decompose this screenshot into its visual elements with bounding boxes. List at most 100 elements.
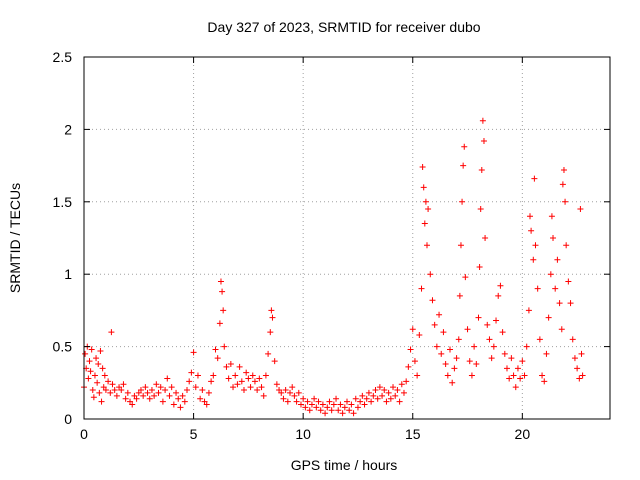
- data-point: [394, 387, 401, 394]
- data-point: [447, 346, 454, 353]
- data-point: [348, 401, 355, 408]
- data-point: [280, 395, 287, 402]
- y-tick-label: 0.5: [53, 339, 73, 355]
- data-point: [548, 213, 555, 220]
- data-point: [188, 369, 195, 376]
- data-point: [155, 389, 162, 396]
- data-point: [357, 398, 364, 405]
- data-point: [354, 404, 361, 411]
- data-point: [536, 336, 543, 343]
- grid-lines: [84, 57, 610, 419]
- data-point: [528, 227, 535, 234]
- data-point: [490, 343, 497, 350]
- data-point: [477, 206, 484, 213]
- data-point: [199, 387, 206, 394]
- data-point: [512, 384, 519, 391]
- data-point: [476, 263, 483, 270]
- data-point: [462, 274, 469, 281]
- data-point: [212, 346, 219, 353]
- data-point: [173, 389, 180, 396]
- data-point: [328, 407, 335, 414]
- data-point: [456, 292, 463, 299]
- data-point: [223, 363, 230, 370]
- data-point: [359, 392, 366, 399]
- data-point: [90, 394, 97, 401]
- data-point: [91, 372, 98, 379]
- data-point: [527, 213, 534, 220]
- data-point: [429, 297, 436, 304]
- data-point: [265, 350, 272, 357]
- data-point: [530, 256, 537, 263]
- data-point: [459, 198, 466, 205]
- data-point: [486, 336, 493, 343]
- data-point: [317, 407, 324, 414]
- data-point: [368, 398, 375, 405]
- data-point: [478, 166, 485, 173]
- data-point: [330, 401, 337, 408]
- data-point: [192, 384, 199, 391]
- data-point: [508, 355, 515, 362]
- data-point: [455, 336, 462, 343]
- data-point: [122, 395, 129, 402]
- data-point: [506, 375, 513, 382]
- data-point: [99, 365, 106, 372]
- data-point: [400, 389, 407, 396]
- data-point: [387, 395, 394, 402]
- data-point: [153, 381, 160, 388]
- data-point: [552, 285, 559, 292]
- data-point: [352, 395, 359, 402]
- data-point: [501, 350, 508, 357]
- data-point: [293, 398, 300, 405]
- data-point: [210, 372, 217, 379]
- data-point: [376, 384, 383, 391]
- data-point: [344, 398, 350, 405]
- data-point: [108, 329, 115, 336]
- chart-title: Day 327 of 2023, SRMTID for receiver dub…: [207, 19, 480, 35]
- data-point: [510, 372, 517, 379]
- data-point: [419, 164, 426, 171]
- data-point: [256, 375, 263, 382]
- data-point: [514, 365, 521, 372]
- data-point: [166, 392, 173, 399]
- data-point: [381, 387, 388, 394]
- data-point: [562, 198, 569, 205]
- data-point: [322, 410, 329, 417]
- data-point: [258, 384, 265, 391]
- data-point: [565, 278, 572, 285]
- data-point: [460, 162, 467, 169]
- data-point: [124, 389, 131, 396]
- data-point: [346, 407, 353, 414]
- data-point: [444, 372, 451, 379]
- data-point: [159, 398, 166, 405]
- data-point: [118, 387, 125, 394]
- data-point: [461, 143, 468, 150]
- data-point: [120, 381, 127, 388]
- data-point: [576, 375, 583, 382]
- data-point: [577, 206, 584, 213]
- data-point: [571, 355, 578, 362]
- data-point: [251, 378, 258, 385]
- data-point: [243, 369, 250, 376]
- data-point: [179, 392, 186, 399]
- data-point: [146, 395, 153, 402]
- data-point: [495, 292, 502, 299]
- data-point: [519, 358, 526, 365]
- data-point: [493, 317, 500, 324]
- data-point: [105, 378, 112, 385]
- data-point: [451, 365, 458, 372]
- data-point: [431, 321, 438, 328]
- data-point: [168, 384, 175, 391]
- data-point: [392, 392, 399, 399]
- data-point: [488, 355, 495, 362]
- data-point: [473, 360, 480, 367]
- data-point: [194, 372, 201, 379]
- data-point: [86, 358, 93, 365]
- data-point: [567, 300, 574, 307]
- data-point: [324, 404, 331, 411]
- data-point: [457, 242, 464, 249]
- y-axis-label: SRMTID / TECUs: [7, 183, 23, 293]
- data-points: [81, 117, 586, 417]
- data-point: [232, 372, 239, 379]
- data-point: [339, 410, 346, 417]
- data-point: [480, 137, 487, 144]
